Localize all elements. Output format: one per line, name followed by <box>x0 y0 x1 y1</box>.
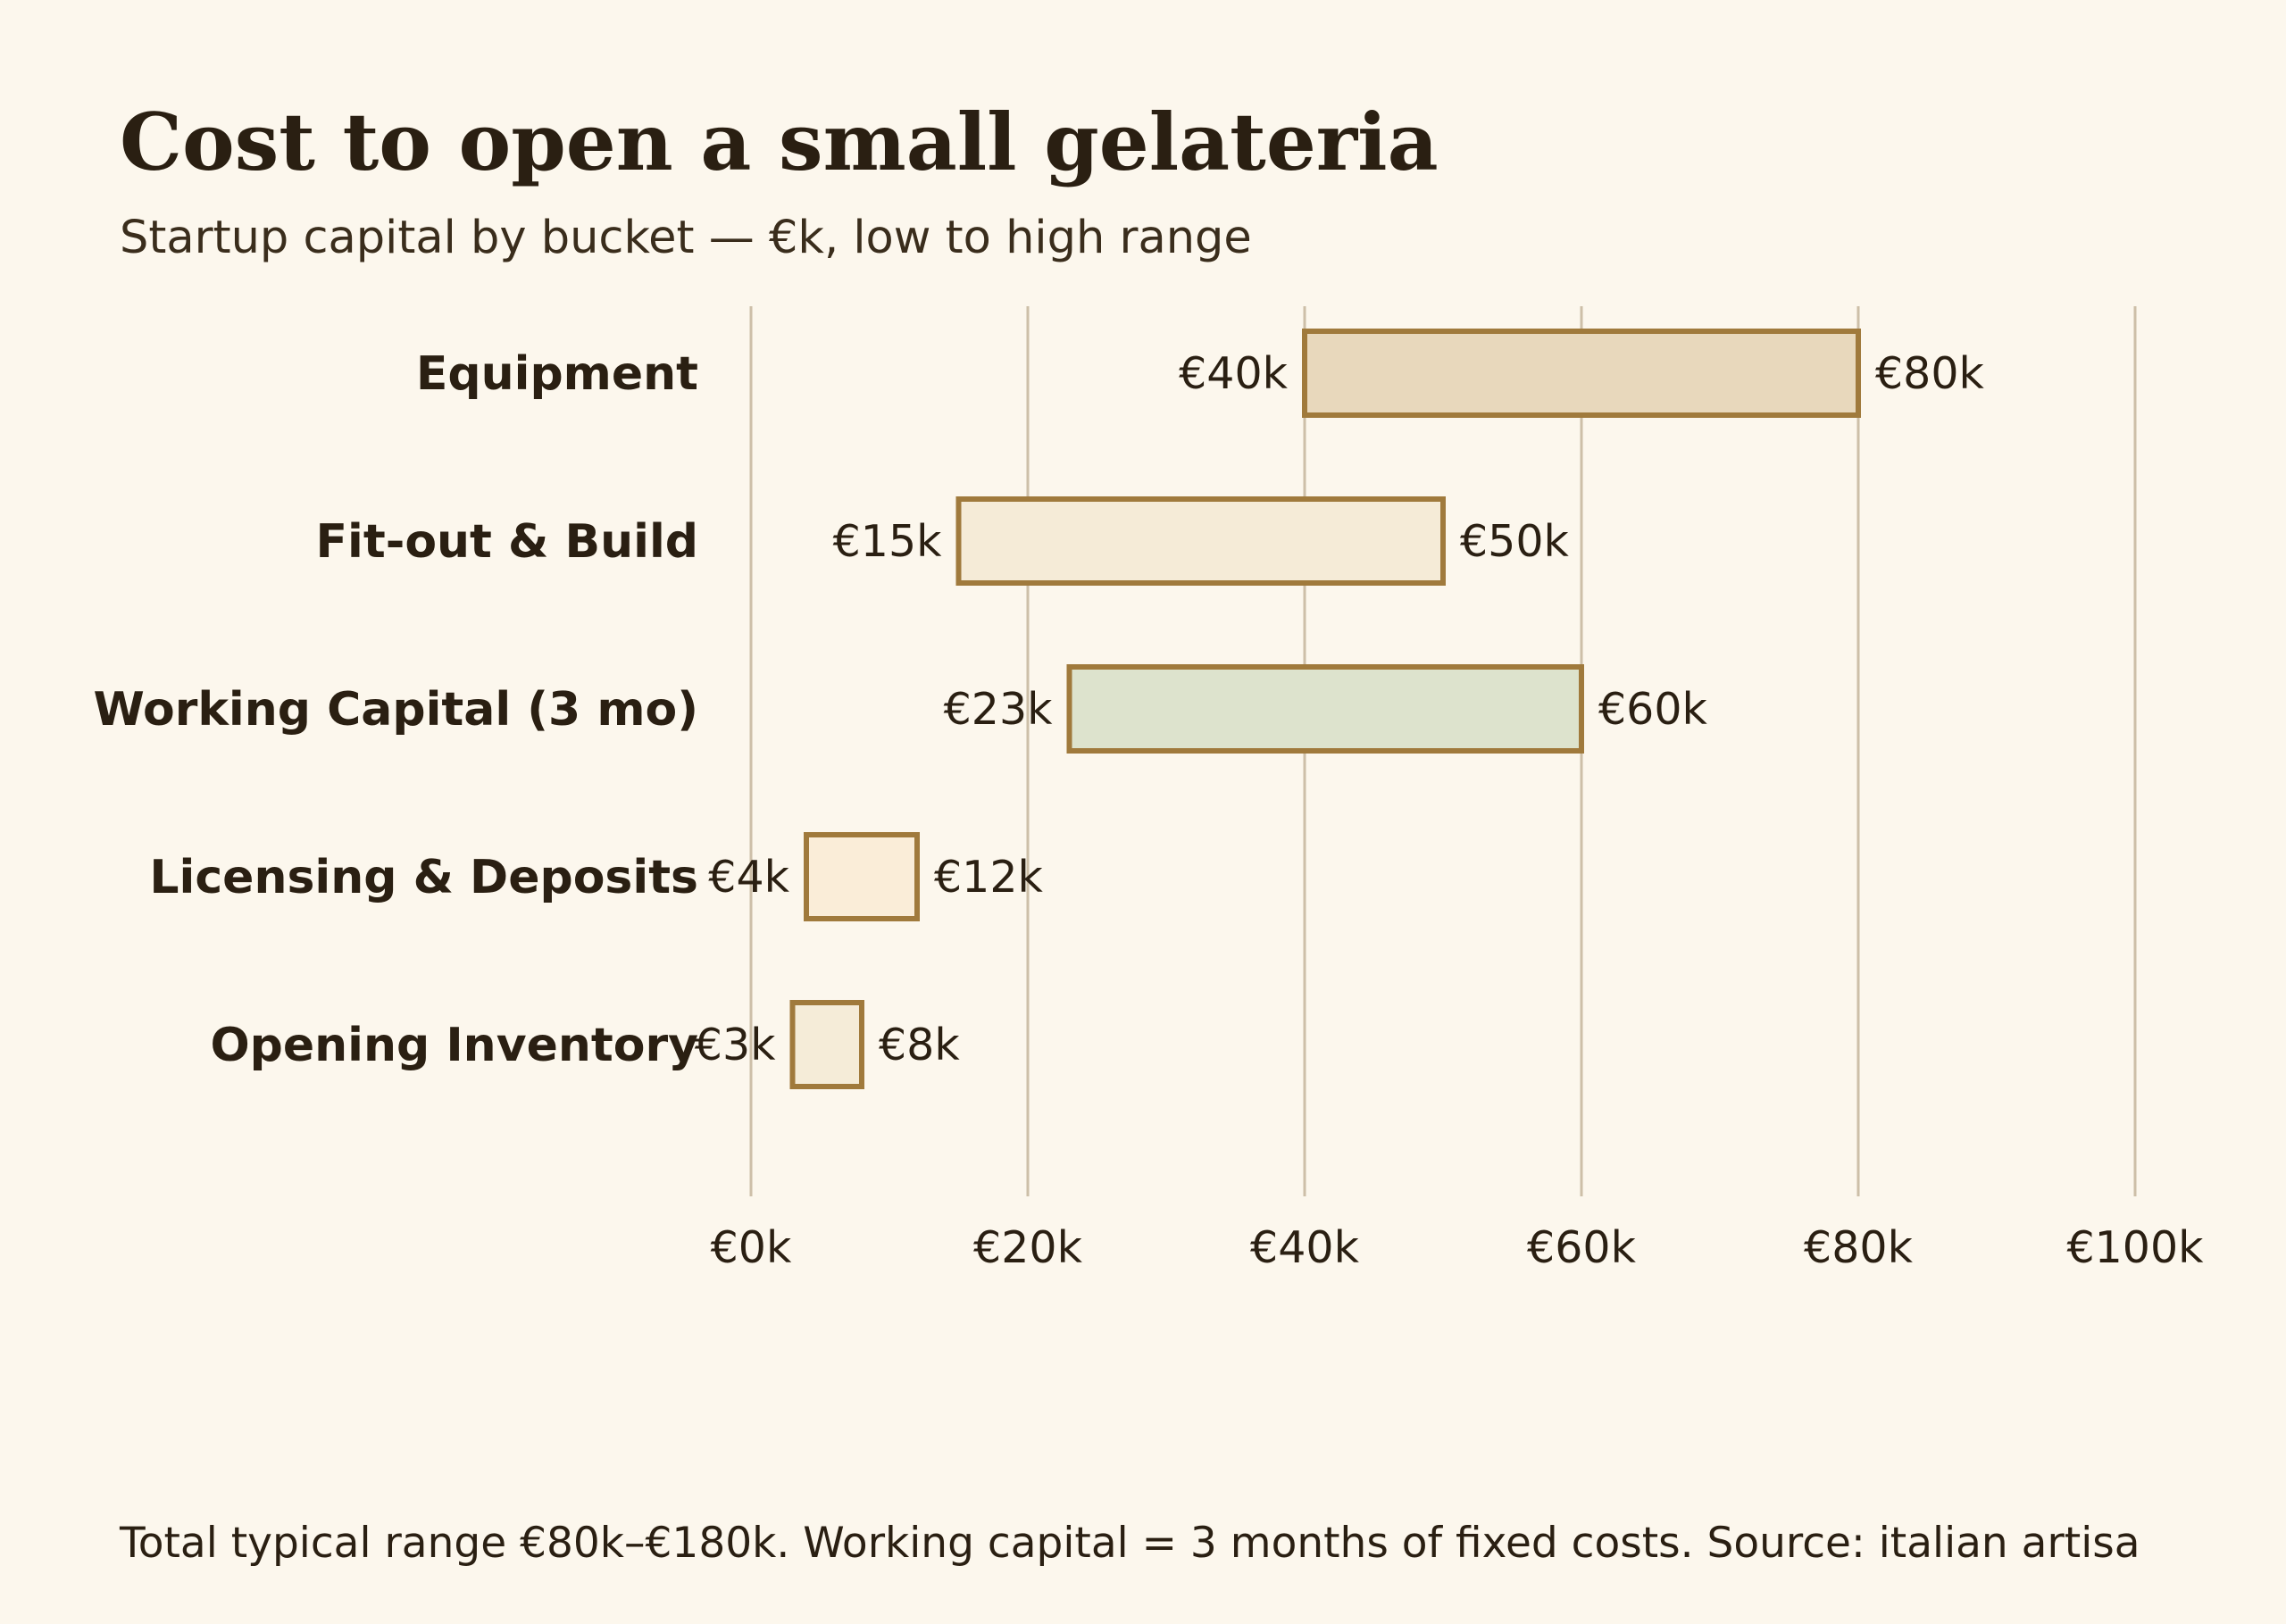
category-label: Licensing & Deposits <box>149 851 698 904</box>
category-label: Fit-out & Build <box>316 515 698 569</box>
bars <box>789 329 1861 1089</box>
x-tick-label: €40k <box>1250 1222 1360 1273</box>
high-value-label: €60k <box>1598 684 1708 735</box>
range-bar <box>804 832 920 921</box>
chart-title: Cost to open a small gelateria <box>120 96 1439 188</box>
range-bar <box>1066 664 1584 754</box>
x-tick-label: €60k <box>1527 1222 1637 1273</box>
x-tick-label: €0k <box>711 1222 792 1273</box>
labels: Equipment €40k €80k Fit-out & Build €15k €50k… <box>93 347 1984 1072</box>
low-value-label: €3k <box>695 1020 776 1070</box>
category-label: Working Capital (3 mo) <box>93 683 698 737</box>
high-value-label: €50k <box>1460 516 1570 567</box>
x-tick-label: €100k <box>2066 1222 2204 1273</box>
range-bar <box>789 1000 864 1089</box>
range-bar <box>955 496 1446 586</box>
chart-subtitle: Startup capital by bucket — €k, low to h… <box>120 212 1252 264</box>
high-value-label: €80k <box>1875 348 1985 399</box>
low-value-label: €4k <box>708 852 789 903</box>
category-label: Opening Inventory <box>210 1019 698 1072</box>
low-value-label: €23k <box>944 684 1054 735</box>
x-axis-ticks: €0k €20k €40k €60k €80k €100k <box>711 1222 2205 1273</box>
high-value-label: €8k <box>879 1020 960 1070</box>
category-label: Equipment <box>416 347 698 401</box>
low-value-label: €15k <box>833 516 943 567</box>
low-value-label: €40k <box>1179 348 1289 399</box>
footnote: Total typical range €80k–€180k. Working … <box>119 1519 2140 1568</box>
x-tick-label: €20k <box>973 1222 1083 1273</box>
range-bar <box>1302 329 1861 418</box>
high-value-label: €12k <box>934 852 1044 903</box>
x-tick-label: €80k <box>1804 1222 1914 1273</box>
